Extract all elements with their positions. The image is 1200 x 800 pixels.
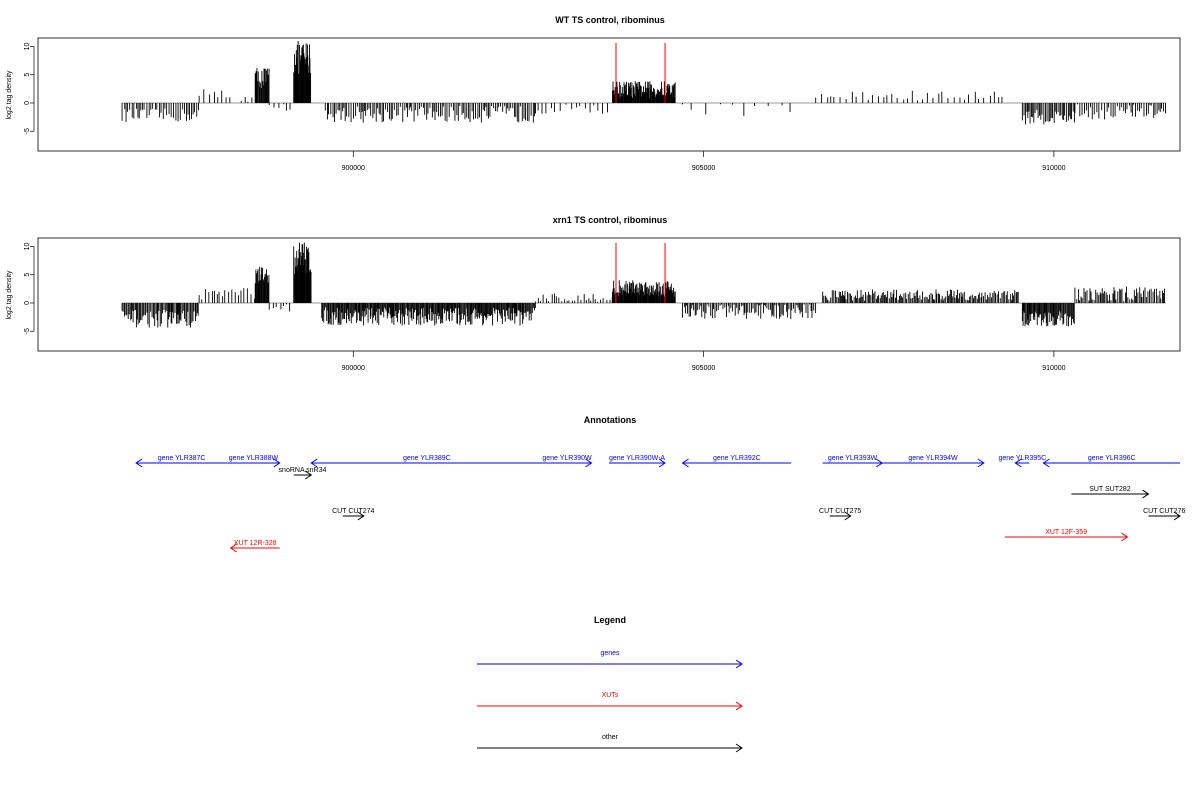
xrn1-track-plot-frame (37, 237, 1181, 352)
xrn1-track-x-axis: 900000 905000 910000 (342, 351, 1066, 372)
y-tick-label: 5 (24, 273, 31, 277)
annotation-feature: SUT SUT282 (1071, 486, 1150, 499)
y-tick-label: 0 (24, 101, 31, 105)
xrn1-track-title: xrn1 TS control, ribominus (553, 215, 668, 225)
annotation-features: gene YLR387C gene YLR388W gene YLR389C gene… (135, 455, 1185, 553)
xrn1-track-ylabel: log2 tag density (6, 270, 13, 320)
annotation-label: CUT CUT275 (819, 508, 861, 515)
xrn1-track-bars (121, 242, 1166, 328)
annotation-feature: gene YLR390W (542, 455, 593, 468)
annotation-label: gene YLR390W (542, 455, 592, 462)
x-tick-label: 910000 (1042, 165, 1065, 172)
legend-item: genes (477, 650, 743, 669)
xrn1-track-panel: xrn1 TS control, ribominus log2 tag dens… (6, 215, 1181, 372)
annotation-label: gene YLR395C (998, 455, 1046, 462)
y-tick-label: 0 (24, 301, 31, 305)
x-tick-label: 905000 (692, 365, 715, 372)
y-tick-label: 10 (24, 42, 31, 50)
xrn1-track-markers (615, 243, 666, 303)
legend-items: genes XUTs other (477, 650, 743, 753)
xrn1-track-y-axis: -5 0 5 10 (24, 242, 35, 334)
annotation-feature: CUT CUT275 (819, 508, 861, 521)
wt-track-ylabel: log2 tag density (6, 70, 13, 120)
annotation-feature: XUT 12F-359 (1004, 529, 1129, 542)
wt-track-x-axis: 900000 905000 910000 (342, 151, 1066, 172)
annotation-feature: CUT CUT276 (1143, 508, 1185, 521)
legend-item-label: other (602, 734, 619, 741)
legend-title: Legend (594, 615, 626, 625)
annotation-label: gene YLR389C (403, 455, 451, 462)
legend-item: XUTs (477, 692, 743, 711)
x-tick-label: 905000 (692, 165, 715, 172)
annotation-feature: gene YLR389C (310, 455, 543, 468)
annotation-label: gene YLR396C (1088, 455, 1136, 462)
x-tick-label: 900000 (342, 165, 365, 172)
annotation-label: gene YLR393W (828, 455, 878, 462)
y-tick-label: -5 (24, 128, 31, 134)
wt-track-panel: WT TS control, ribominus log2 tag densit… (6, 15, 1181, 172)
x-tick-label: 900000 (342, 365, 365, 372)
y-tick-label: 10 (24, 242, 31, 250)
annotation-feature: gene YLR387C (135, 455, 228, 468)
annotation-feature: CUT CUT274 (332, 508, 375, 521)
annotation-label: XUT 12R-328 (234, 540, 277, 547)
annotation-feature: gene YLR396C (1042, 455, 1180, 468)
legend-panel: Legend genes XUTs other (477, 615, 743, 753)
annotation-label: snoRNA snR34 (279, 467, 327, 474)
annotations-panel: Annotations gene YLR387C gene YLR388W gene… (135, 415, 1185, 553)
annotation-label: SUT SUT282 (1089, 486, 1131, 493)
wt-track-markers (615, 43, 666, 103)
annotation-label: gene YLR387C (158, 455, 206, 462)
annotation-feature: snoRNA snR34 (279, 467, 327, 480)
legend-item: other (477, 734, 743, 753)
y-tick-label: -5 (24, 328, 31, 334)
y-tick-label: 5 (24, 73, 31, 77)
annotation-label: CUT CUT276 (1143, 508, 1185, 515)
annotation-feature: gene YLR394W (882, 455, 985, 468)
annotation-feature: gene YLR388W (227, 455, 281, 468)
annotation-feature: gene YLR395C (998, 455, 1046, 468)
x-tick-label: 910000 (1042, 365, 1065, 372)
wt-track-title: WT TS control, ribominus (555, 15, 665, 25)
legend-item-label: XUTs (602, 692, 619, 699)
annotation-feature: gene YLR392C (681, 455, 792, 468)
wt-track-plot-frame (37, 37, 1181, 152)
wt-track-bars (121, 41, 1166, 125)
annotation-label: CUT CUT274 (332, 508, 374, 515)
annotation-label: gene YLR390W-A (609, 455, 665, 462)
annotation-label: XUT 12F-359 (1045, 529, 1087, 536)
annotation-label: gene YLR392C (713, 455, 761, 462)
annotations-title: Annotations (584, 415, 637, 425)
annotation-label: gene YLR394W (908, 455, 958, 462)
annotation-feature: gene YLR390W-A (609, 455, 666, 468)
legend-item-label: genes (600, 650, 620, 657)
wt-track-y-axis: -5 0 5 10 (24, 42, 35, 134)
annotation-feature: XUT 12R-328 (229, 540, 280, 553)
annotation-label: gene YLR388W (229, 455, 279, 462)
